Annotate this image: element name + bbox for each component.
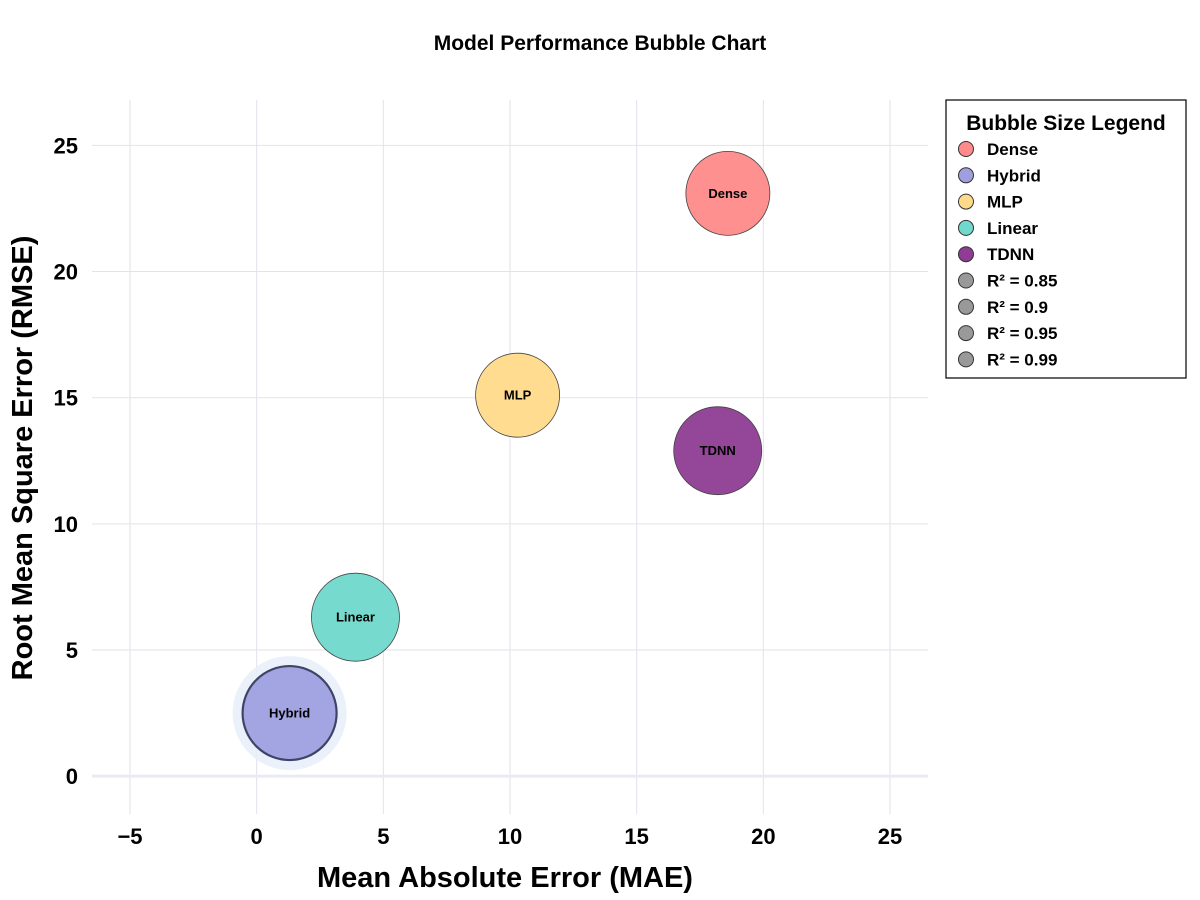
- bubble-label: MLP: [504, 388, 532, 403]
- legend-item-label: R² = 0.9: [987, 298, 1048, 317]
- legend-swatch: [958, 325, 974, 342]
- chart-title: Model Performance Bubble Chart: [434, 32, 767, 55]
- legend-title: Bubble Size Legend: [966, 112, 1166, 135]
- legend-swatch: [958, 351, 974, 368]
- legend-swatch: [958, 219, 974, 236]
- bubble-label: Linear: [336, 610, 375, 625]
- x-tick-label: 15: [624, 824, 648, 849]
- x-axis-title: Mean Absolute Error (MAE): [317, 862, 693, 894]
- bubble-label: TDNN: [700, 443, 736, 458]
- legend-items: Dense Hybrid MLP Linear TDNN R² = 0.85 R² = 0.…: [958, 140, 1057, 369]
- legend-swatch: [958, 272, 974, 289]
- legend-item-label: MLP: [987, 193, 1023, 212]
- x-tick-label: 10: [498, 824, 522, 849]
- legend-item-label: Linear: [987, 219, 1038, 238]
- legend-item-label: Dense: [987, 140, 1038, 159]
- y-tick-label: 20: [54, 260, 78, 285]
- bubble-hybrid[interactable]: [241, 664, 338, 762]
- legend-swatch: [958, 246, 974, 263]
- y-tick-label: 5: [66, 638, 78, 663]
- legend-swatch: [958, 298, 974, 315]
- bubble-dense[interactable]: [685, 150, 771, 236]
- legend-item-label: R² = 0.99: [987, 350, 1057, 369]
- legend-swatch: [958, 141, 974, 157]
- legend-item-label: R² = 0.85: [987, 272, 1057, 291]
- bubble-linear[interactable]: [311, 572, 400, 662]
- y-axis-ticks: 0 5 10 15 20 25: [54, 133, 78, 789]
- y-tick-label: 10: [54, 512, 78, 537]
- y-tick-label: 25: [54, 133, 78, 158]
- bubbles: Dense Hybrid MLP Linear TDNN: [232, 150, 771, 771]
- bubble-mlp[interactable]: [475, 352, 560, 438]
- legend: Bubble Size Legend Dense Hybrid MLP Linear T…: [945, 99, 1187, 379]
- x-tick-label: 5: [377, 824, 389, 849]
- legend-swatch: [958, 193, 974, 210]
- grid: [92, 100, 928, 814]
- legend-box: [945, 99, 1187, 379]
- x-axis-ticks: −5 0 5 10 15 20 25: [117, 824, 902, 849]
- x-tick-label: 25: [878, 824, 902, 849]
- legend-swatch: [958, 167, 974, 184]
- x-tick-label: 0: [251, 824, 263, 849]
- y-axis-title: Root Mean Square Error (RMSE): [7, 236, 39, 681]
- y-tick-label: 15: [54, 386, 78, 411]
- bubble-label: Hybrid: [269, 706, 310, 721]
- legend-item-label: R² = 0.95: [987, 324, 1057, 343]
- x-tick-label: −5: [117, 824, 142, 849]
- bubble-tdnn[interactable]: [673, 406, 763, 496]
- y-tick-label: 0: [66, 764, 78, 789]
- legend-item-label: TDNN: [987, 245, 1034, 264]
- bubble-label: Dense: [708, 186, 747, 201]
- x-tick-label: 20: [751, 824, 775, 849]
- legend-item-label: Hybrid: [987, 166, 1041, 185]
